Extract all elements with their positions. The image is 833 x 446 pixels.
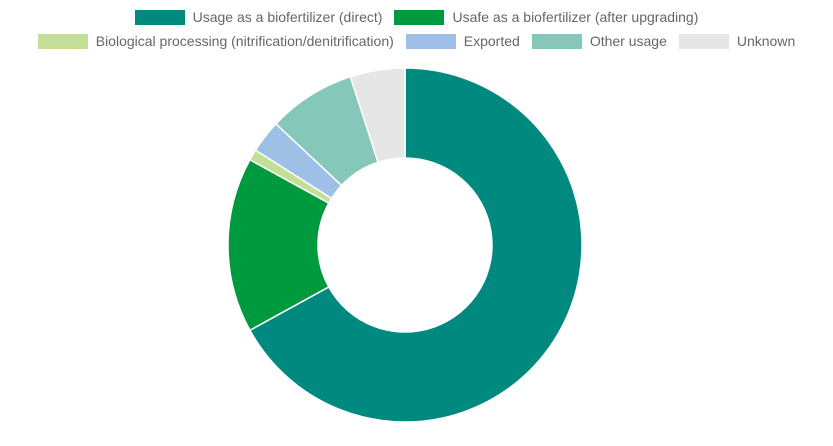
- legend-label: Usage as a biofertilizer (direct): [192, 9, 383, 25]
- legend-swatch: [405, 33, 456, 49]
- legend-item: Exported: [405, 32, 520, 50]
- legend-item: Biological processing (nitrification/den…: [37, 32, 394, 50]
- donut-slice: [227, 158, 330, 332]
- legend: Usage as a biofertilizer (direct) Usafe a…: [0, 8, 833, 50]
- legend-item: Unknown: [678, 32, 796, 50]
- legend-label: Usafe as a biofertilizer (after upgradin…: [452, 9, 699, 25]
- legend-label: Biological processing (nitrification/den…: [95, 33, 394, 49]
- legend-swatch: [37, 33, 88, 49]
- legend-swatch: [394, 9, 445, 25]
- legend-label: Unknown: [736, 33, 796, 49]
- donut-slice: [248, 67, 583, 423]
- legend-swatch: [678, 33, 729, 49]
- legend-item: Usage as a biofertilizer (direct): [134, 8, 383, 26]
- legend-label: Other usage: [589, 33, 667, 49]
- legend-item: Other usage: [531, 32, 667, 50]
- legend-label: Exported: [463, 33, 520, 49]
- legend-swatch: [531, 33, 582, 49]
- donut-slice: [349, 67, 406, 164]
- legend-swatch: [134, 9, 185, 25]
- legend-item: Usafe as a biofertilizer (after upgradin…: [394, 8, 698, 26]
